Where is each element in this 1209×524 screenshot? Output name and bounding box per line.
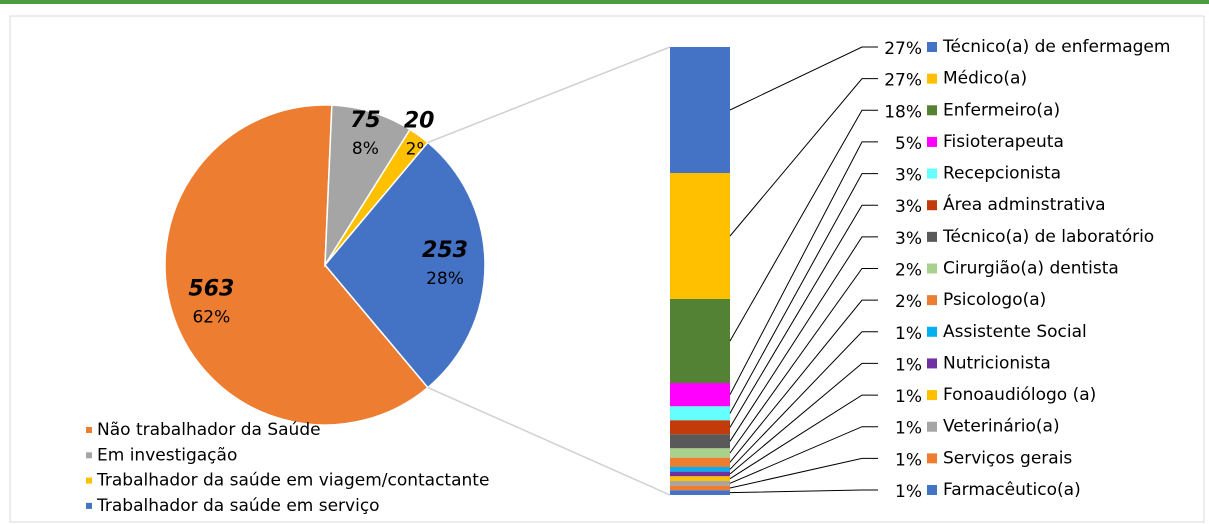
bar-segment xyxy=(670,173,730,299)
leader-line xyxy=(729,173,878,414)
legend-label: Psicologo(a) xyxy=(943,290,1046,310)
bar-segment xyxy=(670,481,730,486)
slice-value-label: 20 xyxy=(404,109,435,134)
legend-swatch xyxy=(927,73,937,84)
legend-label: Fisioterapeuta xyxy=(943,132,1064,152)
leader-line xyxy=(729,46,878,111)
bar-segment xyxy=(670,406,730,421)
bar-value-label: 1% xyxy=(895,482,922,502)
legend-swatch xyxy=(86,427,92,433)
leader-line xyxy=(729,236,878,442)
legend-label: Cirurgião(a) dentista xyxy=(943,259,1119,279)
bar-segment xyxy=(670,299,730,383)
leader-line xyxy=(729,141,878,395)
leader-line xyxy=(729,457,878,489)
legend-label: Técnico(a) de laboratório xyxy=(942,227,1154,247)
legend-label: Serviços gerais xyxy=(943,448,1072,468)
leader-line xyxy=(729,78,878,237)
legend-swatch xyxy=(86,477,92,484)
bar-value-label: 1% xyxy=(895,450,922,470)
top-bar xyxy=(0,0,1209,4)
leader-line xyxy=(729,331,878,470)
legend-swatch xyxy=(927,358,937,369)
legend-swatch xyxy=(927,168,937,179)
connector-line xyxy=(427,386,671,496)
legend-swatch xyxy=(927,485,937,495)
bar-segment xyxy=(670,471,730,477)
legend-swatch xyxy=(927,295,937,306)
bar-value-label: 3% xyxy=(895,197,922,217)
slice-percent-label: 8% xyxy=(352,139,379,159)
bar-segment xyxy=(670,47,730,173)
legend-label: Enfermeiro(a) xyxy=(943,100,1060,120)
slice-percent-label: 62% xyxy=(192,308,230,328)
bar-value-label: 18% xyxy=(884,102,922,122)
leader-line xyxy=(729,299,878,463)
legend-label: Trabalhador da saúde em serviço xyxy=(96,496,380,516)
legend-label: Fonoaudiólogo (a) xyxy=(943,385,1096,405)
legend-swatch xyxy=(927,390,937,401)
legend-swatch xyxy=(927,453,937,464)
bar-segment xyxy=(670,467,730,472)
leader-line xyxy=(729,394,878,480)
legend-swatch xyxy=(927,231,937,242)
bar-value-label: 3% xyxy=(895,229,922,249)
leader-line xyxy=(729,426,878,484)
bar-value-label: 1% xyxy=(895,419,922,439)
slice-value-label: 253 xyxy=(422,238,468,263)
legend-label: Médico(a) xyxy=(943,69,1027,89)
legend-label: Trabalhador da saúde em viagem/contactan… xyxy=(96,471,489,491)
bar-value-label: 5% xyxy=(895,134,922,154)
legend-label: Assistente Social xyxy=(943,322,1087,342)
legend-swatch xyxy=(927,263,937,274)
legend-label: Técnico(a) de enfermagem xyxy=(942,37,1170,57)
bar-value-label: 3% xyxy=(895,166,922,186)
leader-line xyxy=(729,204,878,428)
legend-label: Em investigação xyxy=(97,445,237,465)
legend-swatch xyxy=(927,105,937,116)
legend-swatch xyxy=(927,136,937,147)
bar-segment xyxy=(670,457,730,467)
pie-slice xyxy=(164,104,429,426)
bar-value-label: 1% xyxy=(895,324,922,344)
bar-value-label: 27% xyxy=(884,39,922,59)
bar-segment xyxy=(670,420,730,435)
leader-line xyxy=(729,109,878,342)
bar-segment xyxy=(670,448,730,458)
bar-value-label: 27% xyxy=(884,71,922,91)
bar-segment xyxy=(670,490,730,495)
legend-swatch xyxy=(927,200,937,211)
legend-label: Veterinário(a) xyxy=(943,417,1060,437)
bar-value-label: 2% xyxy=(895,292,922,312)
legend-label: Não trabalhador da Saúde xyxy=(97,420,321,440)
legend-swatch xyxy=(927,326,937,337)
bar-segment xyxy=(670,476,730,481)
slice-value-label: 75 xyxy=(350,108,381,133)
bar-segment xyxy=(670,383,730,407)
leader-line xyxy=(729,362,878,475)
leader-line xyxy=(729,489,878,494)
bar-segment xyxy=(670,434,730,449)
legend-swatch xyxy=(86,502,92,509)
legend-label: Área adminstrativa xyxy=(943,193,1106,215)
legend-label: Farmacêutico(a) xyxy=(943,480,1081,500)
bar-value-label: 1% xyxy=(895,387,922,407)
slice-percent-label: 28% xyxy=(426,269,464,289)
leader-line xyxy=(729,268,878,454)
connector-line xyxy=(427,46,671,144)
legend-swatch xyxy=(86,452,92,459)
legend-label: Recepcionista xyxy=(943,164,1061,184)
slice-value-label: 563 xyxy=(188,277,234,302)
legend-swatch xyxy=(927,421,937,432)
bar-value-label: 1% xyxy=(895,355,922,375)
bar-value-label: 2% xyxy=(895,261,922,281)
legend-label: Nutricionista xyxy=(943,353,1051,373)
legend-swatch xyxy=(927,42,937,52)
bar-segment xyxy=(670,485,730,491)
pie-slice xyxy=(324,141,486,389)
